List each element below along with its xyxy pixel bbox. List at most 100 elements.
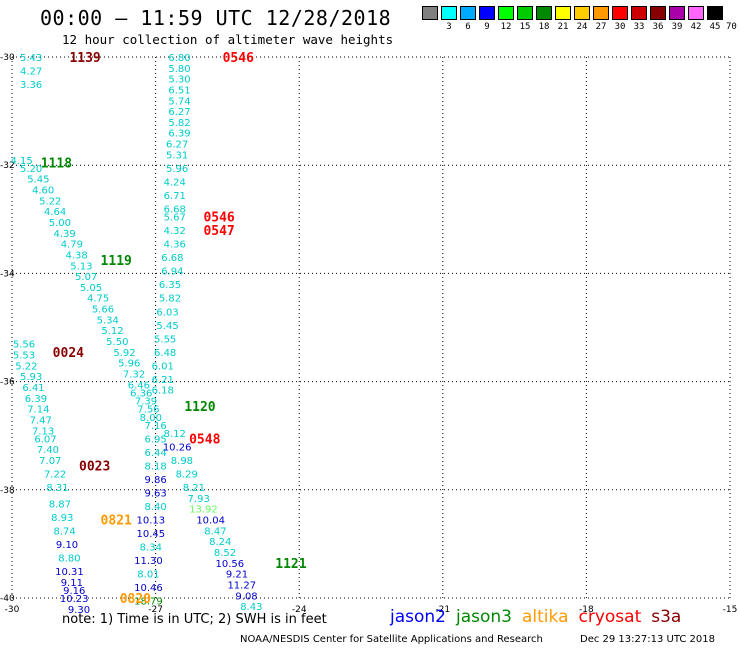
pass-time-label: 1139 <box>69 51 100 66</box>
wave-height-value: 11.27 <box>227 580 256 591</box>
color-scale-label: 45 <box>709 22 721 32</box>
wave-height-value: 9.10 <box>56 540 78 551</box>
wave-height-value: 5.00 <box>49 218 71 229</box>
wave-height-value: 6.35 <box>159 280 181 291</box>
wave-height-value: 8.87 <box>49 499 71 510</box>
satellite-legend: jason2 jason3 altika cryosat s3a <box>390 607 691 627</box>
wave-height-value: 5.96 <box>118 359 140 370</box>
wave-height-value: 5.92 <box>113 348 135 359</box>
color-scale-label: 12 <box>500 22 512 32</box>
footnote: note: 1) Time is in UTC; 2) SWH is in fe… <box>62 612 327 627</box>
y-tick-label: -36 <box>0 378 15 388</box>
color-swatch <box>688 6 704 20</box>
wave-height-value: 10.46 <box>134 583 163 594</box>
wave-height-value: 6.41 <box>22 383 44 394</box>
color-scale-label: 24 <box>576 22 588 32</box>
wave-height-value: 5.34 <box>97 315 119 326</box>
wave-height-value: 8.24 <box>209 537 231 548</box>
wave-height-value: 8.74 <box>54 526 76 537</box>
pass-time-label: 0820 <box>120 592 151 607</box>
wave-height-value: 4.64 <box>44 207 66 218</box>
wave-height-value: 6.18 <box>152 386 174 397</box>
wave-height-value: 6.27 <box>168 107 190 118</box>
chart-title: 00:00 – 11:59 UTC 12/28/2018 <box>40 6 392 30</box>
wave-height-value: 10.04 <box>196 516 225 527</box>
wave-height-value: 8.98 <box>171 456 193 467</box>
wave-height-value: 4.79 <box>61 240 83 251</box>
wave-height-value: 5.20 <box>20 164 42 175</box>
color-swatch <box>555 6 571 20</box>
wave-height-value: 10.23 <box>60 594 89 605</box>
wave-height-value: 5.22 <box>15 361 37 372</box>
color-scale-label: 15 <box>519 22 531 32</box>
wave-height-value: 5.45 <box>27 175 49 186</box>
pass-time-label: 0546 <box>203 211 234 226</box>
wave-height-value: 4.15 <box>10 156 32 167</box>
wave-height-value: 4.24 <box>164 177 186 188</box>
wave-height-value: 8.01 <box>137 570 159 581</box>
color-swatch <box>517 6 533 20</box>
color-scale-label: 42 <box>690 22 702 32</box>
color-scale-label: 9 <box>484 22 490 32</box>
x-tick-label: -24 <box>292 605 307 615</box>
wave-height-value: 9.30 <box>68 605 90 616</box>
wave-height-value: 8.52 <box>214 548 236 559</box>
wave-height-value: 6.27 <box>166 140 188 151</box>
wave-height-value: 4.32 <box>164 226 186 237</box>
wave-height-value: 4.36 <box>164 240 186 251</box>
color-scale-label: 33 <box>633 22 645 32</box>
wave-height-value: 9.11 <box>61 578 83 589</box>
wave-height-value: 6.95 <box>144 434 166 445</box>
wave-height-value: 5.30 <box>168 75 190 86</box>
color-scale-label: 21 <box>557 22 569 32</box>
wave-height-value: 4.75 <box>87 294 109 305</box>
wave-height-value: 5.96 <box>166 164 188 175</box>
wave-height-value: 8.34 <box>140 543 162 554</box>
pass-time-label: 1118 <box>41 156 72 171</box>
wave-height-value: 8.43 <box>240 602 262 613</box>
wave-height-value: 6.48 <box>154 348 176 359</box>
wave-height-value: 6.44 <box>144 448 166 459</box>
wave-height-value: 10.26 <box>163 443 192 454</box>
color-swatch <box>650 6 666 20</box>
wave-height-value: 8.21 <box>183 483 205 494</box>
color-scale-label: 27 <box>595 22 607 32</box>
wave-height-value: 6.07 <box>34 434 56 445</box>
wave-height-value: 10.13 <box>136 516 165 527</box>
wave-height-value: 7.40 <box>37 445 59 456</box>
wave-height-value: 6.80 <box>168 53 190 64</box>
y-tick-label: -40 <box>0 594 15 604</box>
wave-height-value: 6.51 <box>168 85 190 96</box>
wave-height-value: 5.82 <box>159 294 181 305</box>
wave-height-value: 8.18 <box>144 461 166 472</box>
wave-height-value: 8.31 <box>46 483 68 494</box>
satellite-legend-entry: jason2 <box>390 607 446 627</box>
x-tick-label: -27 <box>148 605 163 615</box>
color-scale-label: 70 (ft) <box>726 22 740 32</box>
satellite-legend-entry: cryosat <box>578 607 642 627</box>
y-tick-label: -34 <box>0 269 15 279</box>
pass-time-label: 0024 <box>53 346 84 361</box>
pass-time-label: 0821 <box>101 514 132 529</box>
wave-height-value: 4.38 <box>65 250 87 261</box>
wave-height-value: 6.71 <box>164 191 186 202</box>
wave-height-value: 6.68 <box>164 204 186 215</box>
color-scale-label: 39 <box>671 22 683 32</box>
satellite-legend-entry: altika <box>522 607 569 627</box>
wave-height-value: 9.08 <box>235 591 257 602</box>
wave-height-value: 7.56 <box>137 405 159 416</box>
wave-height-value: 8.47 <box>204 526 226 537</box>
pass-time-label: 1121 <box>275 557 306 572</box>
wave-height-value: 5.50 <box>106 337 128 348</box>
wave-height-value: 6.39 <box>168 129 190 140</box>
color-scale-label: 36 <box>652 22 664 32</box>
color-scale-label: 3 <box>446 22 452 32</box>
wave-height-value: 10.31 <box>55 567 84 578</box>
wave-height-value: 5.07 <box>75 272 97 283</box>
y-tick-label: -38 <box>0 486 15 496</box>
wave-height-value: 5.22 <box>39 196 61 207</box>
color-swatch <box>422 6 438 20</box>
wave-height-value: 4.60 <box>32 186 54 197</box>
wave-height-value: 8.80 <box>58 553 80 564</box>
credit-line: NOAA/NESDIS Center for Satellite Applica… <box>240 634 543 645</box>
